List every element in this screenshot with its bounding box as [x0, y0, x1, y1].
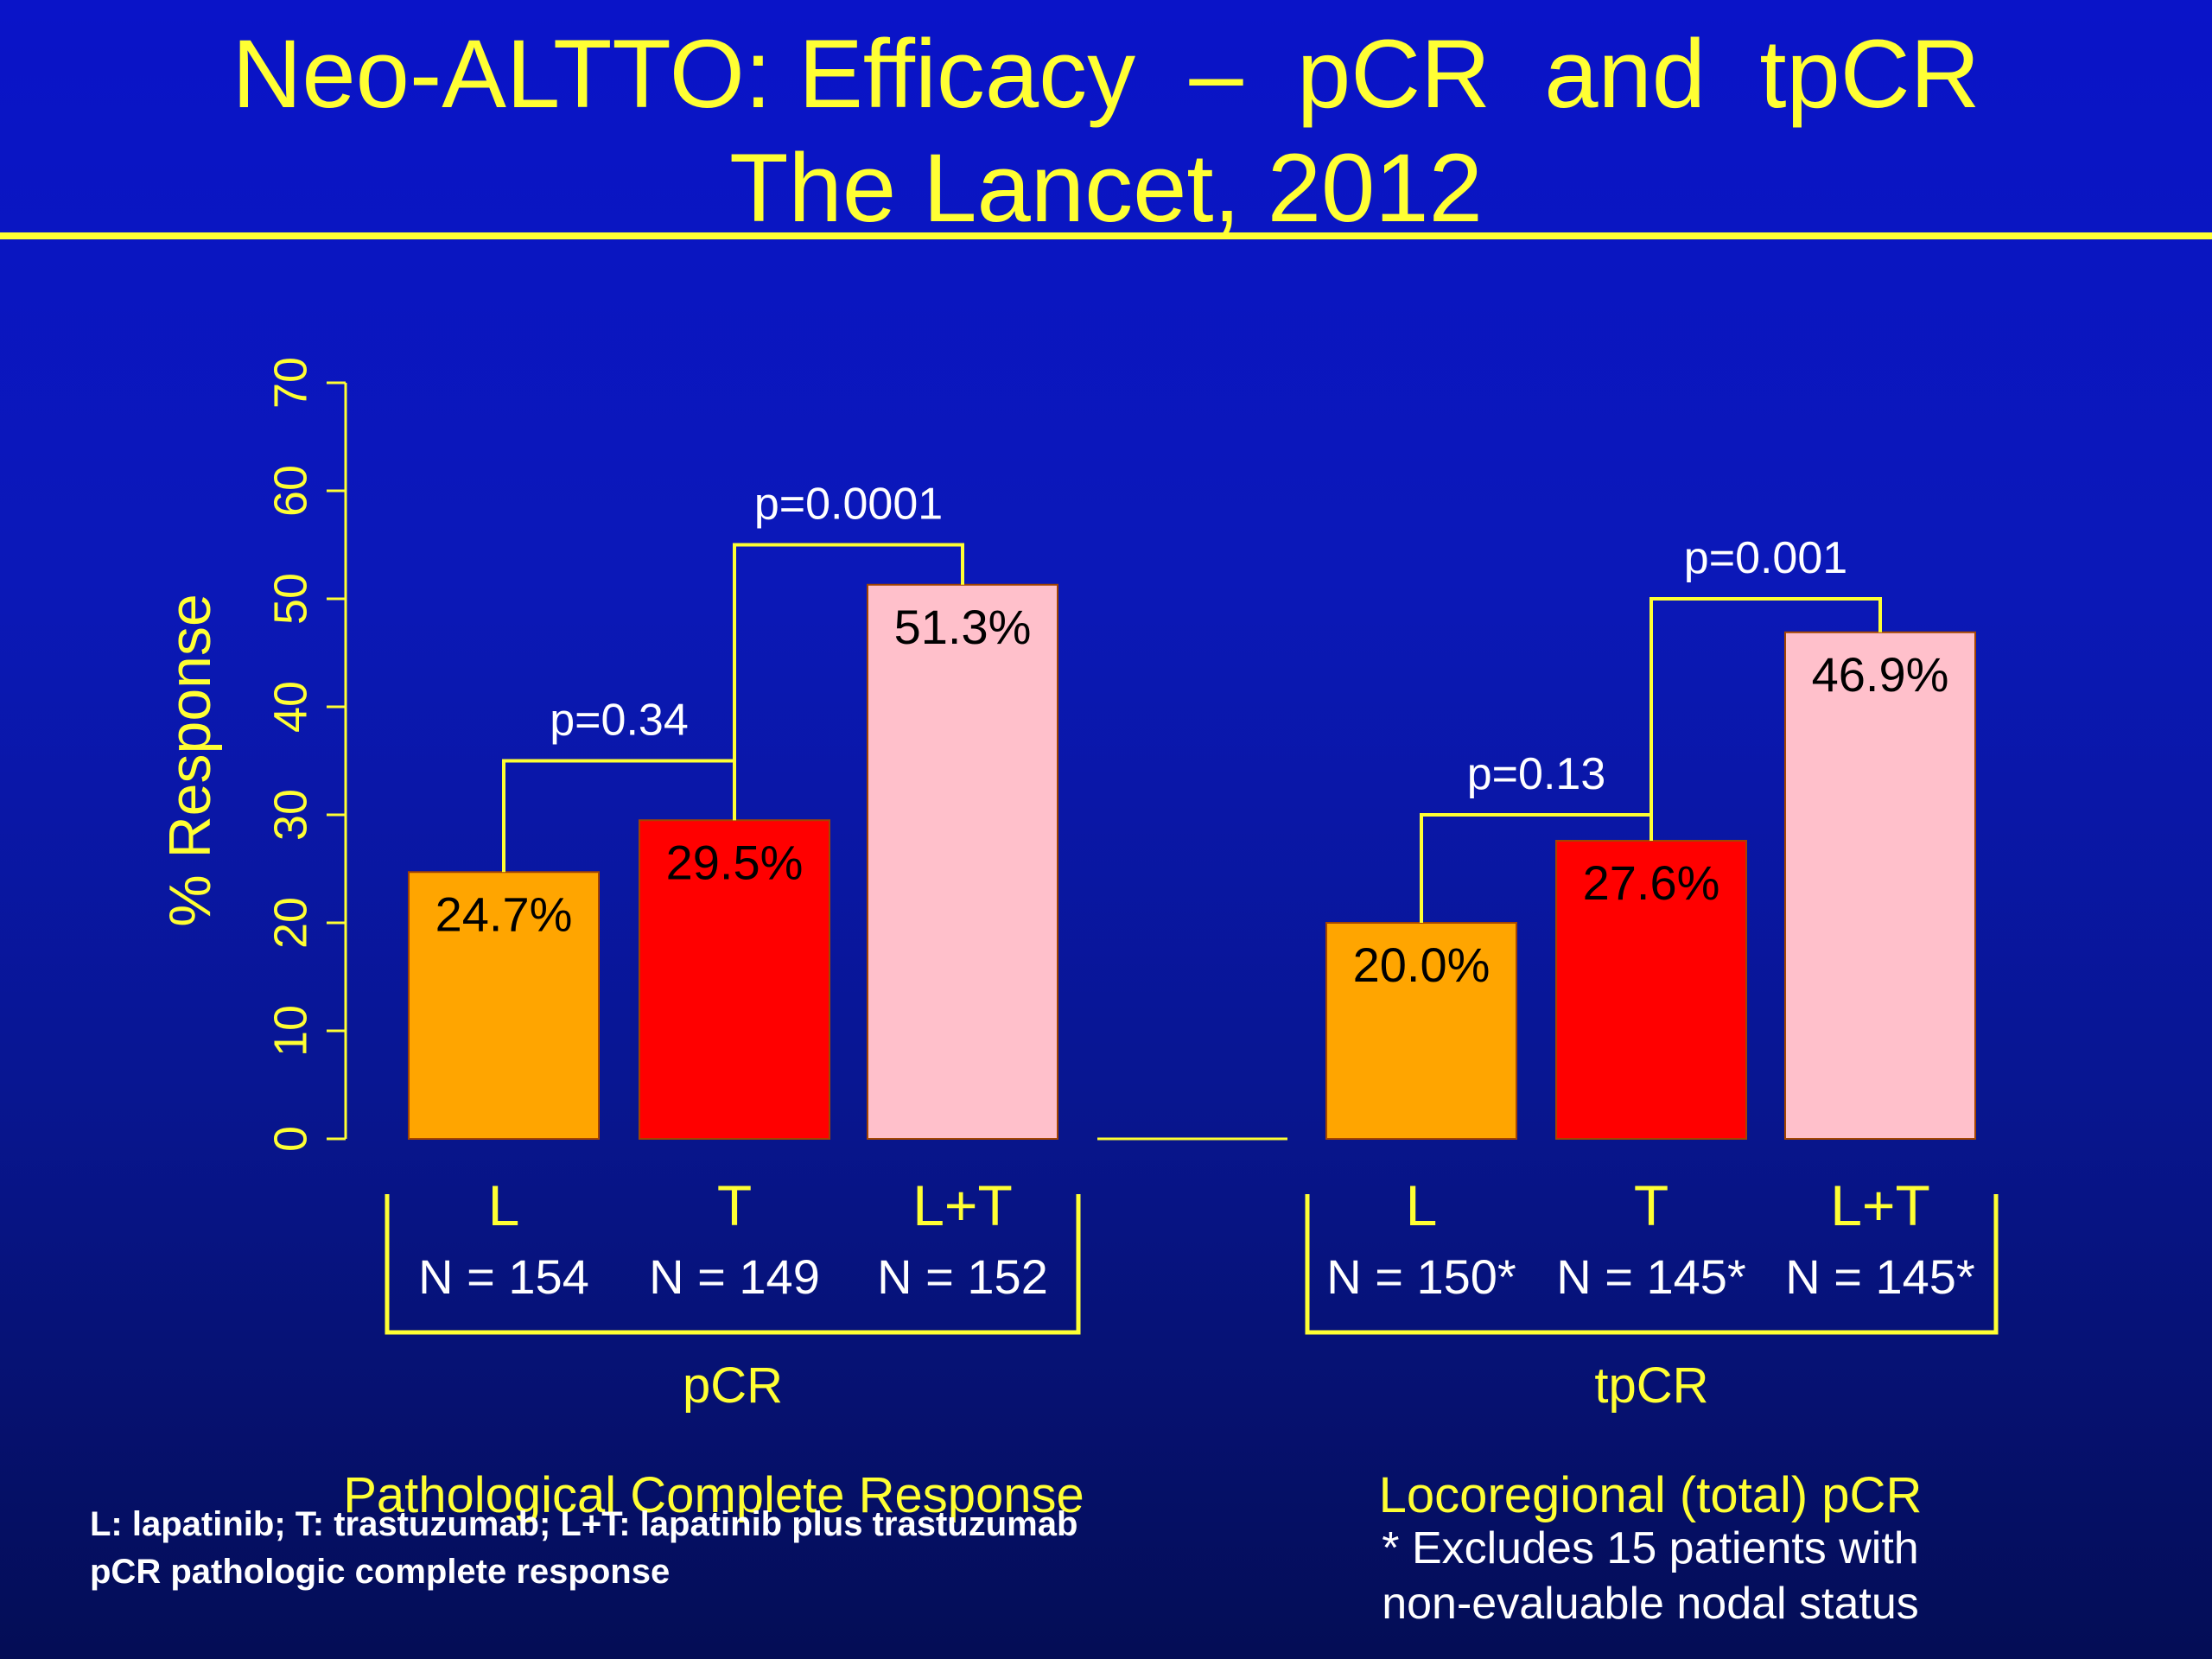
bar-pCR-L	[408, 871, 600, 1140]
category-label: L	[1406, 1173, 1438, 1237]
y-tick-label: 60	[264, 465, 316, 517]
category-label: L	[488, 1173, 520, 1237]
bar-tpCR-L+T	[1784, 631, 1976, 1140]
y-axis-title: % Response	[157, 594, 223, 927]
bar-value-label: 27.6%	[1583, 855, 1720, 910]
footnote-exclusion-cont: non-evaluable nodal status	[1382, 1579, 1919, 1629]
p-value-label: p=0.0001	[754, 480, 943, 530]
sample-size-label: N = 152	[877, 1249, 1048, 1304]
group-name: tpCR	[1594, 1357, 1708, 1414]
bar-pCR-T	[639, 819, 830, 1140]
category-label: L+T	[912, 1173, 1013, 1237]
group-bracket	[1305, 1194, 1999, 1335]
category-label: T	[1634, 1173, 1669, 1237]
sample-size-label: N = 154	[418, 1249, 589, 1304]
footnote-exclusion: * Excludes 15 patients with	[1382, 1523, 1919, 1573]
y-tick-label: 40	[264, 681, 316, 733]
p-value-label: p=0.13	[1467, 749, 1606, 799]
bar-pCR-L+T	[867, 583, 1058, 1140]
p-value-label: p=0.001	[1684, 533, 1847, 583]
abbreviation-legend: L: lapatinib; T: trastuzumab; L+T: lapat…	[90, 1505, 1078, 1543]
bar-tpCR-L	[1325, 922, 1517, 1140]
category-label: T	[717, 1173, 752, 1237]
p-value-label: p=0.34	[550, 696, 689, 746]
abbreviation-legend-pcr: pCR pathologic complete response	[90, 1553, 671, 1591]
y-tick-label: 70	[264, 357, 316, 409]
bar-value-label: 51.3%	[894, 600, 1032, 654]
title-divider	[0, 232, 2212, 239]
bar-value-label: 24.7%	[435, 887, 573, 941]
y-tick-label: 30	[264, 789, 316, 841]
category-label: L+T	[1830, 1173, 1930, 1237]
sample-size-label: N = 145*	[1785, 1249, 1975, 1304]
slide-title: Neo-ALTTO: Efficacy – pCR and tpCR	[232, 20, 1980, 128]
y-tick-label: 0	[264, 1126, 316, 1152]
sample-size-label: N = 150*	[1326, 1249, 1516, 1304]
bar-value-label: 20.0%	[1353, 938, 1491, 992]
group-name: pCR	[683, 1357, 783, 1414]
significance-bracket	[1649, 597, 1882, 841]
y-tick-label: 10	[264, 1005, 316, 1057]
sample-size-label: N = 145*	[1556, 1249, 1746, 1304]
y-tick-label: 20	[264, 897, 316, 949]
group-description: Pathological Complete Response	[343, 1467, 1084, 1523]
bar-value-label: 46.9%	[1812, 647, 1949, 702]
group-bracket	[385, 1194, 1081, 1335]
group-description: Locoregional (total) pCR	[1379, 1467, 1923, 1523]
sample-size-label: N = 149	[649, 1249, 820, 1304]
y-tick-label: 50	[264, 573, 316, 625]
slide-subtitle: The Lancet, 2012	[729, 134, 1483, 242]
significance-bracket	[733, 543, 964, 821]
bar-value-label: 29.5%	[666, 835, 804, 889]
